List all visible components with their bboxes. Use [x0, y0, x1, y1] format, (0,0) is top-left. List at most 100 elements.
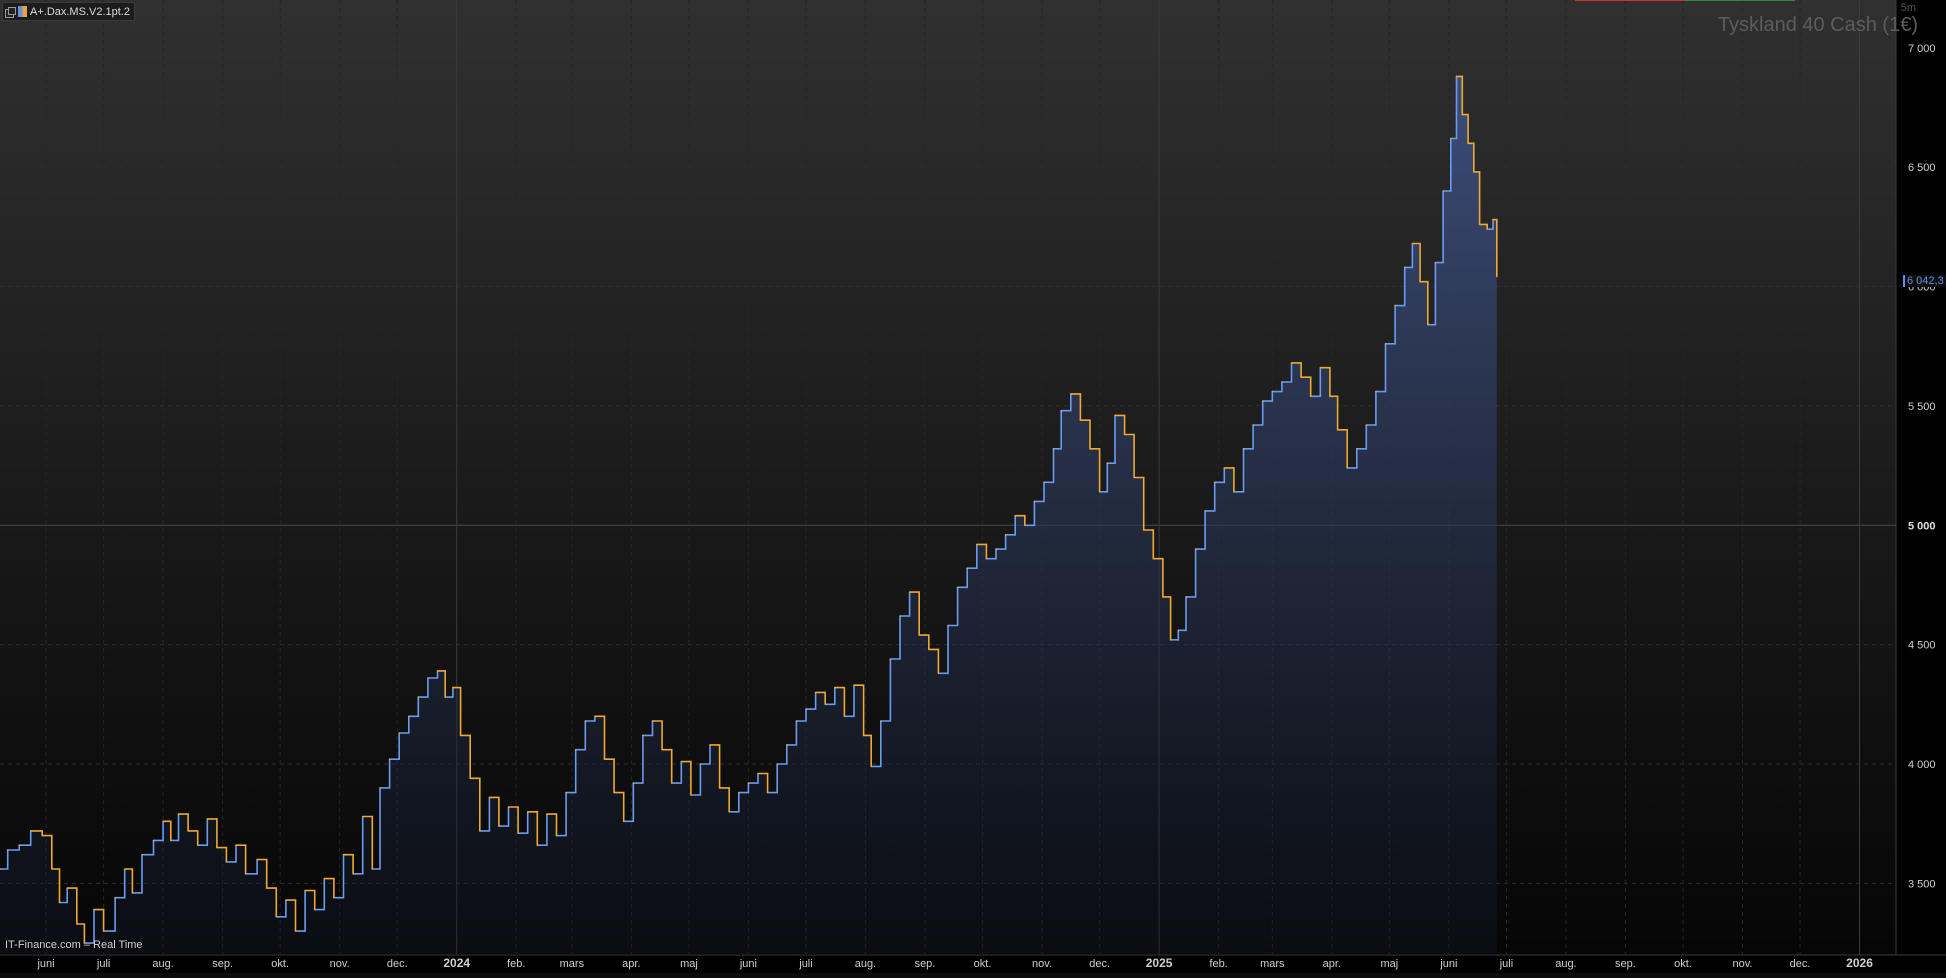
series-segment [132, 854, 143, 894]
series-point [1033, 500, 1036, 503]
series-segment [1034, 482, 1045, 503]
instrument-title: Tyskland 40 Cash (1€) [1717, 14, 1918, 36]
series-segment [163, 820, 172, 841]
series-segment [671, 761, 683, 784]
series-point [1014, 514, 1016, 517]
series-segment [844, 685, 855, 718]
x-tick-label: juni [36, 958, 54, 970]
series-segment [1468, 142, 1475, 172]
series-segment [324, 877, 335, 898]
series-segment [1356, 425, 1368, 450]
series-point [1204, 510, 1206, 512]
series-segment [604, 758, 615, 793]
series-point [1309, 395, 1312, 398]
series-segment [42, 834, 53, 869]
series-point [196, 844, 199, 846]
series-point [1089, 448, 1091, 450]
series-segment [1115, 414, 1126, 435]
x-tick-label: nov. [1032, 958, 1052, 970]
series-point [976, 543, 978, 546]
series-point [918, 634, 920, 636]
series-segment [1170, 630, 1180, 641]
series-segment [19, 830, 32, 846]
series-point [1290, 362, 1293, 364]
series-point [546, 813, 548, 815]
series-segment [1262, 391, 1274, 402]
series-point [889, 658, 892, 660]
windows-icon[interactable] [5, 6, 16, 18]
series-segment [1395, 267, 1406, 307]
series-segment [188, 830, 199, 846]
series-point [1213, 481, 1216, 484]
series-segment [266, 887, 278, 917]
series-point [1300, 376, 1302, 379]
series-point [661, 748, 663, 751]
indicator-tab[interactable]: A+.Dax.MS.V2.1pt.2 [2, 2, 135, 21]
series-segment [700, 744, 711, 765]
x-tick-label: mars [1260, 958, 1285, 970]
series-point [834, 686, 836, 689]
series-segment [690, 764, 702, 796]
series-segment [815, 691, 826, 705]
y-tick-label: 5 500 [1908, 401, 1936, 413]
series-point [1169, 639, 1172, 641]
series-segment [1366, 391, 1377, 426]
series-segment [546, 813, 558, 836]
series-point [1319, 366, 1322, 369]
series-segment [30, 830, 43, 836]
series-point [102, 930, 105, 932]
data-source-footer: IT-Finance.com – Real Time [5, 939, 143, 951]
x-tick-label: apr. [622, 958, 640, 970]
x-tick-label: feb. [507, 958, 525, 970]
series-point [206, 818, 209, 820]
series-point [1052, 448, 1055, 450]
series-point [1336, 429, 1339, 431]
series-point [966, 567, 968, 569]
series-point [1142, 529, 1145, 531]
series-segment [1053, 410, 1062, 450]
series-point [18, 844, 21, 846]
y-tick-label: 3 500 [1908, 878, 1936, 890]
series-segment [67, 887, 78, 924]
series-point [1394, 304, 1396, 307]
series-point [1004, 534, 1007, 536]
series-point [114, 896, 116, 899]
series-segment [508, 806, 519, 834]
series-segment [1412, 242, 1421, 282]
series-segment [1272, 382, 1283, 393]
series-point [256, 858, 258, 861]
series-point [728, 811, 730, 813]
series-segment [900, 592, 911, 617]
series-point [985, 557, 988, 560]
x-tick-label: nov. [330, 958, 350, 970]
series-segment [1404, 243, 1414, 269]
series-point [937, 672, 940, 675]
series-segment [967, 544, 978, 569]
series-segment [343, 853, 354, 874]
series-point [632, 782, 635, 784]
series-point [1114, 414, 1116, 417]
series-segment [399, 716, 410, 734]
series-point [795, 720, 798, 722]
series-segment [1337, 429, 1348, 468]
series-segment [767, 764, 778, 794]
series-point [371, 868, 374, 870]
series-point [41, 834, 43, 837]
y-tick-label: 7 000 [1908, 43, 1936, 55]
x-tick-label: dec. [387, 958, 408, 970]
series-segment [1427, 262, 1437, 326]
series-segment [748, 773, 759, 784]
series-point [1233, 491, 1235, 493]
series-segment [408, 697, 420, 718]
series-point [699, 763, 702, 765]
x-tick-label: apr. [1323, 958, 1341, 970]
series-segment [170, 814, 180, 842]
series-point [1261, 400, 1264, 402]
x-tick-label: sep. [212, 958, 233, 970]
series-point [0, 868, 1, 870]
series-point [574, 748, 577, 751]
series-point [304, 889, 306, 892]
series-segment [276, 900, 287, 918]
